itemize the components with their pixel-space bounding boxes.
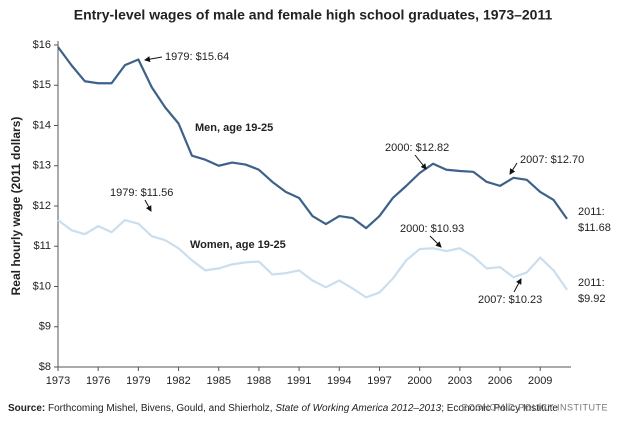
series-line <box>57 46 568 230</box>
y-tick-label: $10 <box>33 280 51 292</box>
x-tick-label: 1997 <box>367 375 391 387</box>
annotation-arrow <box>429 235 442 248</box>
x-tick-label: 1976 <box>86 375 110 387</box>
y-axis-label: Real hourly wage (2011 dollars) <box>9 117 23 296</box>
annotation-arrow <box>144 199 152 212</box>
series-line <box>57 218 568 299</box>
annotation-arrow <box>509 162 518 175</box>
source-label: Source: <box>8 403 45 414</box>
chart-title: Entry-level wages of male and female hig… <box>74 7 553 23</box>
x-tick-label: 1985 <box>206 375 230 387</box>
annotation: 1979: $15.64 <box>165 51 229 63</box>
annotation: 1979: $11.56 <box>110 187 173 199</box>
y-tick-label: $12 <box>33 200 51 212</box>
y-tick-label: $14 <box>33 119 51 131</box>
y-tick-label: $8 <box>39 361 51 373</box>
y-tick-label: $13 <box>33 160 51 172</box>
source-text: Forthcoming Mishel, Bivens, Gould, and S… <box>48 403 275 414</box>
annotation: $9.92 <box>578 293 606 305</box>
annotation: 2007: $12.70 <box>520 154 584 166</box>
y-tick-label: $11 <box>33 240 51 252</box>
annotation: $11.68 <box>578 222 611 234</box>
x-tick-label: 1973 <box>46 375 70 387</box>
x-tick-label: 1991 <box>287 375 311 387</box>
series-label: Women, age 19-25 <box>190 239 286 251</box>
x-tick-label: 1994 <box>327 375 351 387</box>
annotation: 2011: <box>578 277 605 289</box>
annotation: 2000: $10.93 <box>400 223 464 235</box>
annotation: 2011: <box>578 206 605 218</box>
source: Source: Forthcoming Mishel, Bivens, Goul… <box>8 403 558 414</box>
x-tick-label: 1982 <box>166 375 190 387</box>
x-tick-label: 2009 <box>528 375 552 387</box>
x-tick-label: 1979 <box>126 375 150 387</box>
annotation-arrow <box>414 154 427 170</box>
source-italic: State of Working America 2012–2013 <box>275 403 441 414</box>
series-label: Men, age 19-25 <box>195 122 273 134</box>
x-tick-label: 1988 <box>247 375 271 387</box>
annotation: 2000: $12.82 <box>385 142 449 154</box>
y-tick-label: $15 <box>33 79 51 91</box>
y-tick-label: $9 <box>39 321 51 333</box>
logo: ECONOMIC POLICY INSTITUTE <box>462 402 608 412</box>
annotation: 2007: $10.23 <box>478 294 542 306</box>
source-tail: ; Economic Policy Institute <box>441 403 558 414</box>
annotation-arrow <box>144 56 163 63</box>
annotation-arrow <box>513 278 522 293</box>
x-tick-label: 2006 <box>488 375 512 387</box>
x-tick-label: 2003 <box>448 375 472 387</box>
x-tick-label: 2000 <box>407 375 431 387</box>
y-tick-label: $16 <box>33 39 51 51</box>
